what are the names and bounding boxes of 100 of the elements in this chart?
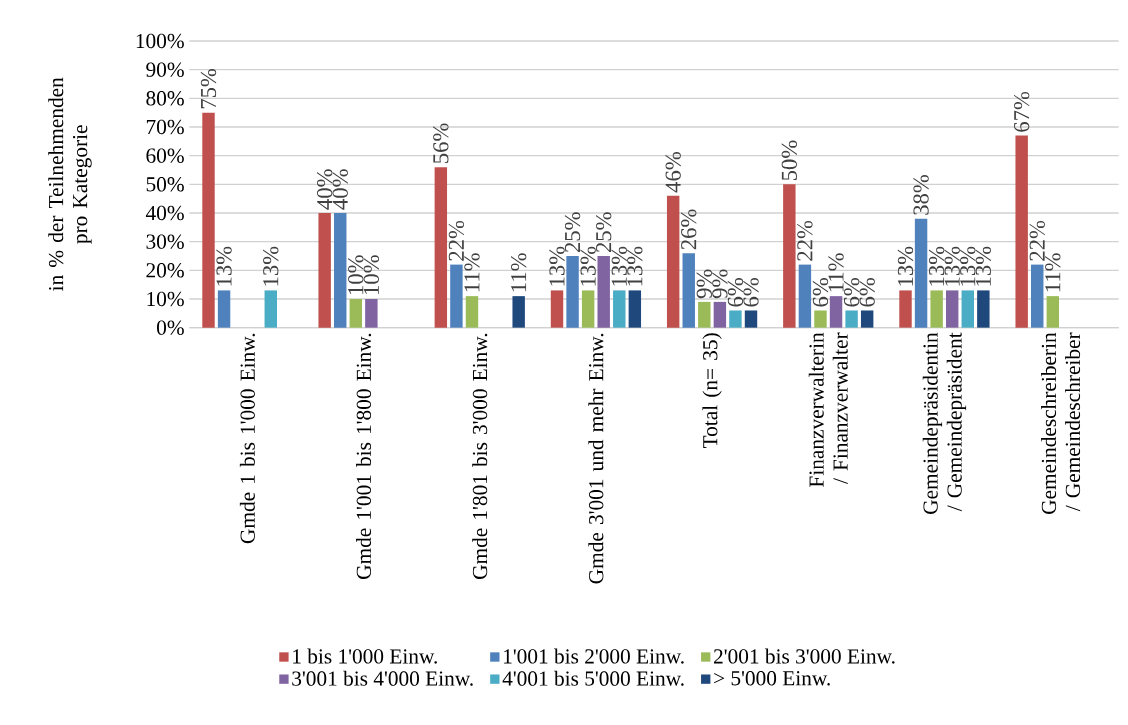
data-label: 22%: [1029, 220, 1045, 261]
bar: [729, 310, 742, 328]
data-label: 13%: [960, 246, 976, 286]
data-label: 13%: [975, 246, 992, 286]
data-label: 9%: [696, 269, 712, 299]
data-label: 10%: [363, 255, 380, 295]
y-tick-label: 10%: [147, 291, 184, 307]
bar: [349, 299, 363, 328]
x-tick-label: Gemeindeschreiberin / Gemeindeschreiber: [1041, 332, 1081, 514]
data-label: 11%: [510, 253, 527, 292]
bar: [1031, 264, 1044, 328]
data-label: 56%: [433, 123, 449, 163]
data-label: 22%: [797, 220, 813, 261]
data-label: 46%: [665, 152, 681, 193]
data-label: 9%: [712, 269, 728, 299]
data-label: 13%: [944, 246, 960, 286]
data-label: 75%: [200, 68, 217, 109]
bar: [566, 256, 579, 328]
bar: [713, 301, 727, 328]
x-tick-label: Gmde 1 bis 1'000 Einw.: [239, 333, 255, 544]
data-label: 13%: [263, 246, 279, 286]
bar: [512, 296, 525, 328]
legend-label: 4'001 bis 5'000 Einw.: [502, 670, 684, 686]
data-label: 13%: [928, 246, 945, 286]
data-label: 11%: [1045, 253, 1061, 292]
legend-label: > 5'000 Einw.: [714, 671, 830, 686]
bar: [961, 290, 974, 328]
data-label: 38%: [913, 175, 929, 215]
data-label: 13%: [611, 246, 627, 286]
x-tick-label: Gmde 3'001 und mehr Einw.: [588, 333, 604, 584]
legend-label: 1 bis 1'000 Einw.: [293, 648, 437, 664]
bar: [945, 290, 959, 328]
bar: [450, 264, 463, 328]
legend-label: 3'001 bis 4'000 Einw.: [292, 670, 473, 686]
y-tick-label: 60%: [146, 148, 184, 163]
y-tick-label: 30%: [146, 234, 184, 249]
bar: [434, 167, 448, 328]
legend-label: 1'001 bis 2'000 Einw.: [504, 648, 684, 664]
bar: [465, 296, 479, 328]
bar: [860, 310, 874, 328]
data-label: 13%: [627, 246, 643, 286]
bar: [814, 310, 827, 328]
data-label: 13%: [897, 246, 914, 286]
data-label: 40%: [332, 169, 348, 210]
bar: [550, 290, 564, 328]
bar: [217, 290, 231, 328]
bar: [365, 299, 378, 328]
data-label: 11%: [828, 253, 844, 292]
data-label: 25%: [596, 212, 612, 253]
bar: [845, 310, 858, 328]
bar: [1046, 296, 1060, 328]
x-tick-label: Gemeindepräsidentin / Gemeindepräsident: [922, 332, 967, 514]
y-tick-label: 90%: [146, 62, 184, 77]
bar: [264, 290, 277, 328]
data-label: 67%: [1013, 91, 1030, 132]
data-label: 13%: [549, 246, 565, 286]
data-label: 6%: [843, 278, 860, 307]
data-label: 13%: [216, 246, 232, 286]
bar: [930, 290, 943, 328]
data-label: 11%: [464, 253, 480, 292]
bar: [829, 296, 843, 328]
bar: [744, 310, 758, 328]
bar: [581, 290, 595, 328]
x-tick-label: Total (n= 35): [702, 333, 722, 448]
legend-label: 2'001 bis 3'000 Einw.: [713, 648, 895, 664]
data-label: 6%: [727, 278, 744, 307]
bar: [899, 290, 912, 328]
y-axis-title: in % der Teilnehmenden pro Kategorie: [48, 77, 92, 291]
bar: [977, 290, 990, 328]
data-label: 22%: [448, 220, 465, 261]
data-label: 40%: [316, 169, 333, 210]
bar: [628, 290, 642, 328]
bar: [318, 213, 331, 328]
y-tick-label: 70%: [146, 119, 184, 135]
data-label: 26%: [681, 209, 697, 250]
y-tick-label: 80%: [146, 91, 184, 106]
bar: [682, 253, 695, 328]
bar: [783, 184, 796, 328]
bar: [698, 301, 711, 328]
bar: [202, 112, 215, 328]
data-label: 13%: [580, 246, 596, 286]
x-tick-label: Gmde 1'001 bis 1'800 Einw.: [356, 333, 372, 579]
y-tick-label: 0%: [157, 320, 184, 335]
y-tick-label: 20%: [146, 263, 184, 278]
y-tick-label: 100%: [136, 33, 184, 49]
data-label: 6%: [859, 278, 875, 307]
x-tick-label: Finanzverwalterin / Finanzverwalter: [808, 332, 848, 487]
bar: [798, 264, 812, 328]
bar: [613, 290, 626, 328]
bar: [1015, 135, 1028, 328]
bar: [666, 195, 680, 328]
data-label: 6%: [743, 278, 759, 307]
data-label: 6%: [812, 278, 829, 307]
bar: [334, 213, 347, 328]
x-tick-label: Gmde 1'801 bis 3'000 Einw.: [472, 333, 488, 579]
y-tick-label: 40%: [145, 205, 184, 221]
data-label: 25%: [564, 212, 581, 253]
bar: [597, 256, 610, 328]
y-tick-label: 50%: [146, 177, 184, 192]
bar: [914, 218, 928, 328]
